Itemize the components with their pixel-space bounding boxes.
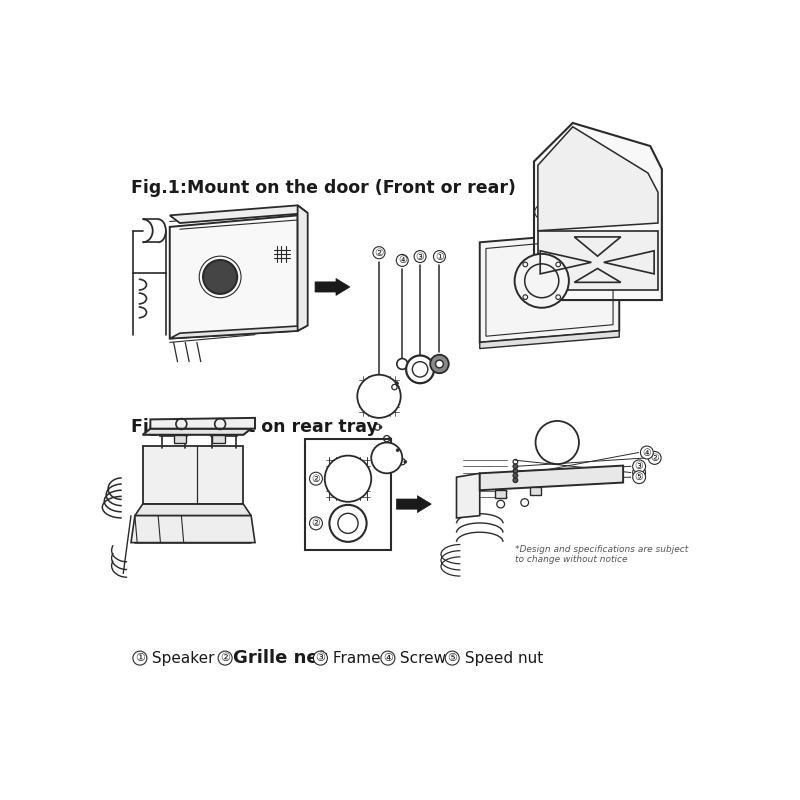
Text: Frame: Frame (328, 650, 381, 666)
Circle shape (535, 421, 579, 464)
Circle shape (404, 460, 407, 463)
Circle shape (435, 360, 443, 368)
Text: ②: ② (650, 453, 659, 463)
Text: Speaker: Speaker (147, 650, 214, 666)
Polygon shape (538, 126, 658, 230)
Bar (530, 487, 541, 495)
Text: ④: ④ (642, 447, 651, 458)
Circle shape (513, 469, 518, 474)
Text: Fig.2 :Mount on rear tray: Fig.2 :Mount on rear tray (131, 418, 378, 436)
Circle shape (325, 455, 371, 502)
Polygon shape (170, 215, 298, 338)
Text: ③: ③ (315, 653, 326, 663)
Text: ①: ① (634, 467, 643, 478)
Circle shape (397, 358, 408, 370)
Circle shape (371, 442, 402, 474)
Bar (495, 490, 506, 498)
Bar (212, 435, 225, 442)
Circle shape (203, 260, 237, 294)
Text: ①: ① (435, 251, 444, 262)
Text: ③: ③ (634, 462, 643, 471)
Text: ②: ② (220, 653, 230, 663)
Polygon shape (142, 429, 251, 435)
Circle shape (330, 505, 366, 542)
Text: Screw: Screw (395, 650, 446, 666)
Polygon shape (538, 230, 658, 290)
Text: ⑤: ⑤ (447, 653, 458, 663)
Polygon shape (315, 278, 350, 295)
Polygon shape (131, 516, 255, 542)
Polygon shape (480, 466, 623, 490)
Text: ④: ④ (383, 653, 393, 663)
Circle shape (513, 478, 518, 482)
Text: ④: ④ (398, 255, 406, 266)
Text: Grille net: Grille net (233, 649, 326, 667)
Circle shape (406, 355, 434, 383)
Circle shape (430, 354, 449, 373)
Polygon shape (135, 504, 251, 516)
Bar (306, 438, 390, 550)
Circle shape (379, 426, 382, 429)
Polygon shape (170, 326, 308, 338)
Bar (174, 435, 186, 442)
Text: *Design and specifications are subject
to change without notice: *Design and specifications are subject t… (514, 545, 688, 564)
Circle shape (513, 474, 518, 478)
Circle shape (358, 374, 401, 418)
Text: ①: ① (135, 653, 145, 663)
Polygon shape (170, 206, 308, 223)
Text: ⑤: ⑤ (634, 472, 643, 482)
Circle shape (396, 449, 399, 452)
Circle shape (513, 464, 518, 469)
Text: ①: ① (627, 262, 636, 271)
Circle shape (514, 254, 569, 308)
Text: ②: ② (311, 474, 320, 484)
Polygon shape (397, 496, 431, 513)
Polygon shape (480, 230, 619, 342)
Polygon shape (298, 206, 308, 331)
Text: ②: ② (374, 248, 384, 258)
Circle shape (395, 382, 398, 385)
Circle shape (388, 437, 391, 440)
Polygon shape (457, 474, 480, 518)
Text: Fig.1:Mount on the door (Front or rear): Fig.1:Mount on the door (Front or rear) (131, 179, 516, 197)
Polygon shape (480, 331, 619, 349)
Polygon shape (161, 427, 187, 436)
Text: ⑤: ⑤ (538, 207, 546, 217)
Polygon shape (150, 418, 255, 429)
Text: ③: ③ (416, 251, 425, 262)
Text: Speed nut: Speed nut (459, 650, 543, 666)
Polygon shape (534, 123, 662, 300)
Text: ②: ② (311, 518, 320, 528)
Polygon shape (211, 427, 237, 436)
Polygon shape (142, 446, 243, 504)
